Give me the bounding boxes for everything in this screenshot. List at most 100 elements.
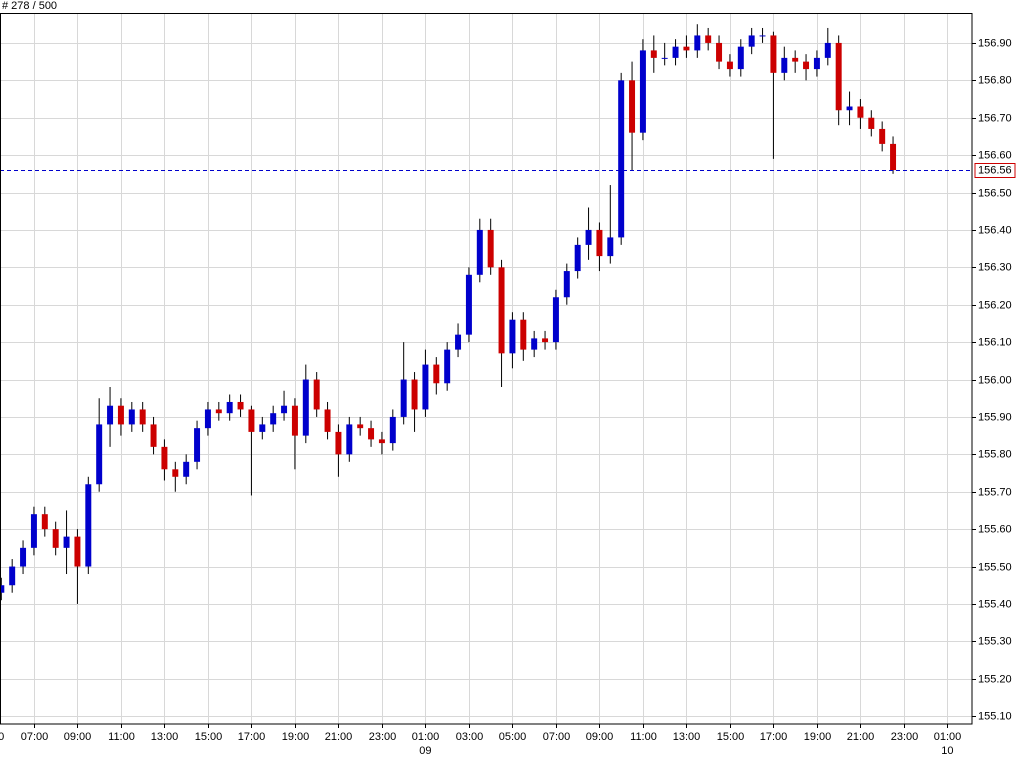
x-tick-label: 01:00	[934, 731, 962, 743]
candle-body	[835, 42, 842, 111]
x-tick-label: 03:00	[456, 731, 484, 743]
candle-body	[868, 117, 875, 129]
candle-body	[389, 416, 396, 444]
y-tick-label: 155.20	[978, 673, 1012, 685]
x-tick-label: 21:00	[847, 731, 875, 743]
candle-body	[302, 379, 309, 436]
candle-body	[813, 57, 820, 70]
candle-body	[781, 57, 788, 73]
candle-body	[803, 61, 810, 70]
candle-body	[683, 46, 690, 51]
y-tick-label: 155.40	[978, 598, 1012, 610]
y-tick-label: 155.70	[978, 486, 1012, 498]
x-tick-label: 21:00	[325, 731, 353, 743]
x-tick-label: 13:00	[151, 731, 179, 743]
candle-body	[270, 413, 277, 425]
candle-body	[694, 35, 701, 51]
candle-body	[726, 61, 733, 70]
x-tick-label: 15:00	[195, 731, 223, 743]
x-tick-label: 07:00	[21, 731, 49, 743]
candle-body	[857, 106, 864, 118]
candle-body	[552, 297, 559, 343]
candle-body	[585, 229, 592, 245]
x-tick-label: 23:00	[891, 731, 919, 743]
x-tick-label: 17:00	[238, 731, 266, 743]
x-tick-label: 19:00	[282, 731, 310, 743]
y-tick-label: 156.00	[978, 374, 1012, 386]
candle-body	[661, 57, 668, 59]
candle-body	[20, 547, 27, 567]
y-tick-label: 156.80	[978, 74, 1012, 86]
candle-body	[63, 536, 70, 548]
x-tick-label: 01:00	[412, 731, 440, 743]
y-tick-label: 156.30	[978, 261, 1012, 273]
candle-body	[96, 424, 103, 485]
candle-body	[824, 42, 831, 58]
candle-body	[324, 409, 331, 432]
x-tick-label: 15:00	[717, 731, 745, 743]
candle-body	[759, 35, 766, 37]
y-tick-label: 156.20	[978, 299, 1012, 311]
y-tick-label: 155.80	[978, 448, 1012, 460]
candle-body	[335, 431, 342, 455]
candle-body	[422, 364, 429, 410]
x-tick-label: 17:00	[760, 731, 788, 743]
candle-body	[357, 424, 364, 429]
y-tick-label: 156.10	[978, 336, 1012, 348]
candle-body	[226, 401, 233, 414]
candle-body	[346, 424, 353, 455]
candle-body	[846, 106, 853, 111]
candle-body	[748, 35, 755, 47]
candle-body	[465, 274, 472, 335]
x-tick-label: 19:00	[804, 731, 832, 743]
candle-body	[161, 446, 168, 470]
candle-body	[596, 229, 603, 257]
candle-body	[563, 271, 570, 298]
candle-body	[259, 424, 266, 432]
candle-body	[607, 237, 614, 257]
axes: 155.10 155.20 155.30 155.40 155.50 155.60 155.…	[0, 37, 1016, 757]
last-price-label: 156.56	[978, 164, 1012, 176]
candle-body	[705, 35, 712, 43]
y-tick-label: 155.60	[978, 523, 1012, 535]
candle-body	[9, 566, 16, 586]
date-label: 10	[941, 745, 953, 757]
x-tick-label: 11:00	[108, 731, 135, 743]
candle-body	[520, 319, 527, 350]
candle-body	[618, 80, 625, 238]
candle-body	[117, 405, 124, 425]
candle-body	[639, 50, 646, 133]
x-tick-label: 05:00	[499, 731, 527, 743]
candle-body	[411, 379, 418, 410]
candle-body	[248, 409, 255, 432]
candle-body	[433, 364, 440, 384]
x-tick-label: 13:00	[673, 731, 701, 743]
candle-body	[85, 484, 92, 567]
x-tick-label: 09:00	[64, 731, 92, 743]
y-tick-label: 156.40	[978, 224, 1012, 236]
y-tick-label: 156.70	[978, 112, 1012, 124]
candle-body	[629, 80, 636, 133]
candle-body	[650, 50, 657, 58]
candle-body	[737, 46, 744, 70]
plot-frame	[0, 13, 973, 725]
candle-body	[531, 338, 538, 350]
candle-body	[672, 46, 679, 58]
candle-body	[30, 514, 37, 548]
x-tick-label: 05:00	[0, 731, 4, 743]
x-tick-label: 11:00	[630, 731, 657, 743]
candle-body	[74, 536, 81, 567]
x-tick-label: 23:00	[369, 731, 397, 743]
candle-body	[444, 349, 451, 384]
y-tick-label: 155.30	[978, 635, 1012, 647]
candle-body	[194, 428, 201, 462]
candle-body	[487, 229, 494, 268]
candle-body	[237, 401, 244, 410]
candle-body	[890, 143, 897, 171]
candle-body	[378, 439, 385, 444]
candle-body	[542, 338, 549, 343]
candle-body	[509, 319, 516, 354]
candle-body	[879, 128, 886, 144]
candle-body	[52, 529, 59, 548]
candle-body	[139, 409, 146, 425]
